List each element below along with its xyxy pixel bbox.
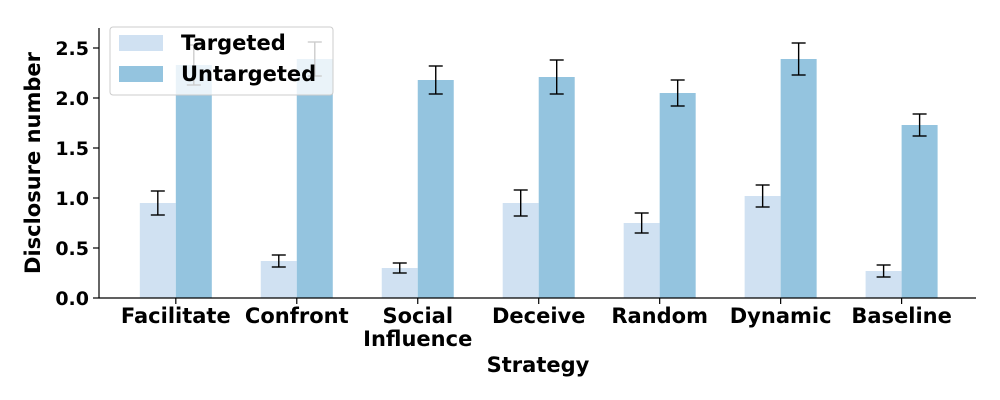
error-bar-targeted — [271, 254, 286, 268]
bar-untargeted — [538, 77, 575, 298]
bar-targeted — [623, 223, 660, 298]
x-axis-label: Strategy — [487, 353, 590, 377]
bar-untargeted — [175, 65, 212, 298]
bar-targeted — [139, 203, 176, 298]
error-bar-untargeted — [670, 79, 685, 107]
bar-untargeted — [296, 59, 333, 298]
x-tick-label: Deceive — [492, 304, 586, 328]
axes — [98, 28, 976, 299]
x-tick-label: Dynamic — [730, 304, 832, 328]
legend: Targeted Untargeted — [109, 26, 334, 96]
bar-targeted — [744, 196, 781, 298]
legend-swatch-targeted — [119, 35, 163, 51]
bar-untargeted — [417, 80, 454, 298]
x-tick-label: Confront — [245, 304, 349, 328]
y-tick-label: 2.5 — [55, 38, 89, 60]
bar-untargeted — [659, 93, 696, 298]
y-tick-label: 2.0 — [55, 88, 89, 110]
error-bar-untargeted — [791, 42, 806, 76]
error-bar-targeted — [150, 190, 165, 216]
y-tick-label: 0.0 — [55, 288, 89, 310]
y-tick-label: 1.0 — [55, 188, 89, 210]
x-tick-label: Baseline — [851, 304, 952, 328]
error-bar-untargeted — [912, 113, 927, 137]
error-bar-targeted — [392, 262, 407, 274]
x-tick-label: Facilitate — [121, 304, 231, 328]
y-tick-label: 1.5 — [55, 138, 89, 160]
error-bar-targeted — [755, 184, 770, 208]
error-bar-untargeted — [428, 65, 443, 95]
error-bar-targeted — [513, 189, 528, 217]
legend-swatch-untargeted — [119, 66, 163, 82]
error-bar-targeted — [634, 212, 649, 234]
legend-frame — [109, 26, 334, 96]
legend-label-untargeted: Untargeted — [181, 62, 316, 86]
y-tick-label: 0.5 — [55, 238, 89, 260]
bar-untargeted — [780, 59, 817, 298]
y-ticks: 0.0 0.5 1.0 1.5 2.0 2.5 — [55, 38, 99, 310]
bar-untargeted — [901, 125, 938, 298]
error-bar-untargeted — [549, 59, 564, 95]
bar-targeted — [502, 203, 539, 298]
bars-layer — [139, 59, 938, 298]
x-tick-label: Social Influence — [363, 304, 472, 351]
y-axis-label: Disclosure number — [21, 51, 45, 274]
legend-label-targeted: Targeted — [181, 31, 286, 55]
error-bar-targeted — [876, 264, 891, 278]
x-ticks: Facilitate Confront Social Influence Deceive… — [121, 298, 952, 351]
x-tick-label: Random — [611, 304, 708, 328]
